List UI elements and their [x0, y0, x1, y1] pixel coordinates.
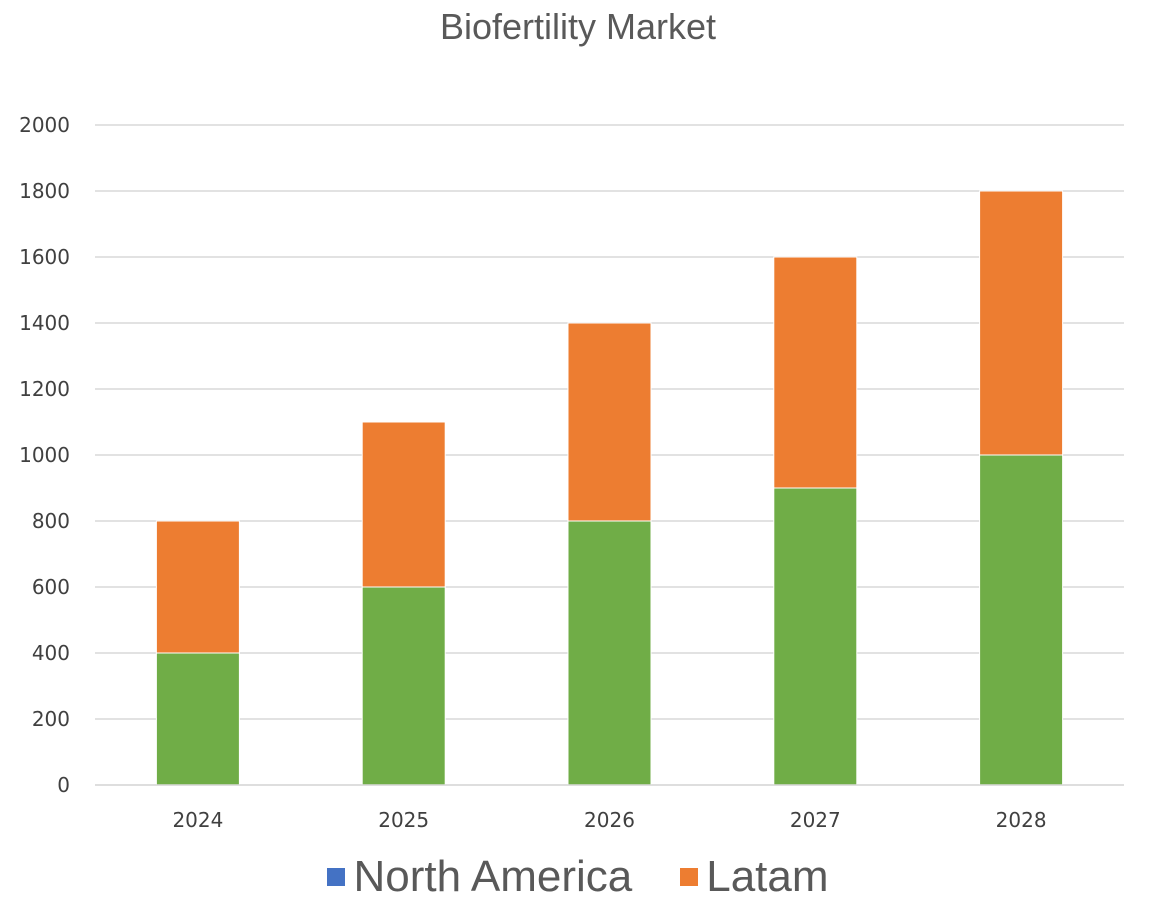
x-tick-label: 2025 [378, 808, 429, 832]
y-tick-label: 800 [32, 509, 70, 533]
legend-swatch-north-america [327, 868, 346, 886]
legend-item-latam: Latam [680, 852, 829, 902]
y-tick-label: 2000 [19, 113, 70, 137]
legend-label-north-america: North America [353, 852, 633, 901]
bar-series2-2026 [567, 322, 652, 522]
y-tick-label: 1400 [19, 311, 70, 335]
y-tick-label: 1600 [19, 245, 70, 269]
y-tick-label: 600 [32, 575, 70, 599]
x-axis: 2024 2025 2026 2027 2028 [95, 784, 1124, 832]
y-tick-label: 1200 [19, 377, 70, 401]
legend-swatch-latam [680, 868, 699, 886]
y-tick-label: 1000 [19, 443, 70, 467]
legend-label-latam: Latam [706, 852, 829, 901]
bar-series2-2027 [773, 256, 858, 489]
bar-series1-2025 [361, 586, 446, 786]
x-tick-label: 2027 [790, 808, 841, 832]
bar-series2-2025 [361, 421, 446, 588]
chart-title: Biofertility Market [439, 6, 717, 47]
bar-series1-2026 [567, 520, 652, 786]
y-tick-label: 1800 [19, 179, 70, 203]
bar-series2-2028 [979, 190, 1064, 456]
x-tick-label: 2028 [996, 808, 1047, 832]
y-axis: 0 200 400 600 800 1000 1200 1400 1600 1800 2000 [19, 113, 70, 797]
x-tick-label: 2024 [172, 808, 223, 832]
x-tick-label: 2026 [584, 808, 635, 832]
y-tick-label: 0 [57, 773, 70, 797]
bar-series1-2027 [773, 487, 858, 786]
bars [155, 190, 1064, 786]
y-tick-label: 200 [32, 707, 70, 731]
bar-series2-2024 [155, 520, 240, 654]
bar-series1-2024 [155, 652, 240, 786]
y-tick-label: 400 [32, 641, 70, 665]
legend: North America Latam [0, 852, 1156, 902]
bar-series1-2028 [979, 454, 1064, 786]
legend-item-north-america: North America [327, 852, 632, 902]
